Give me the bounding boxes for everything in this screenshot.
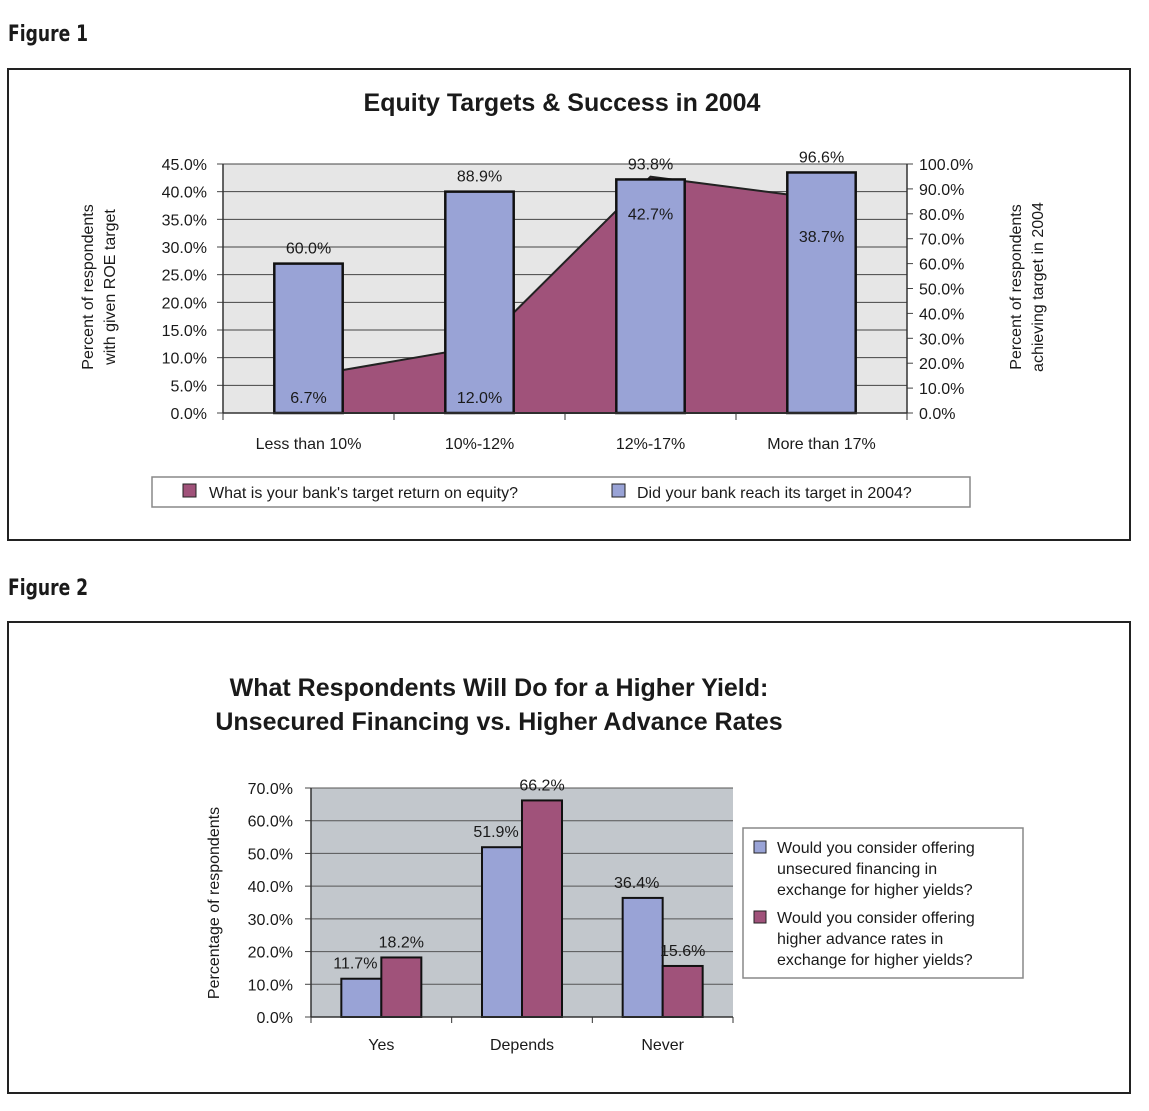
area-data-label: 12.0% — [457, 390, 502, 407]
y2-tick-label: 70.0% — [919, 232, 964, 249]
legend-swatch — [753, 910, 767, 924]
advance-rates-bar — [521, 799, 563, 1018]
target-reached-bar — [786, 171, 857, 415]
chart-title: What Respondents Will Do for a Higher Yi… — [230, 674, 769, 702]
y2-axis-title: Percent of respondents achieving target i… — [1008, 202, 1047, 372]
x-tick-label: 10%-12% — [445, 436, 514, 453]
bar-data-label: 93.8% — [628, 156, 673, 173]
legend-label-line: higher advance rates in — [777, 931, 943, 948]
y2-tick-label: 90.0% — [919, 182, 964, 199]
y-tick-label: 0.0% — [257, 1010, 293, 1027]
figure-1-frame: Equity Targets & Success in 2004 45.0% 40.… — [7, 68, 1131, 541]
area-data-label: 42.7% — [628, 207, 673, 224]
y-tick-label: 50.0% — [248, 846, 293, 863]
unsecured-financing-bar — [621, 896, 664, 1019]
target-reached-bar — [273, 262, 344, 415]
y2-tick-label: 100.0% — [919, 157, 973, 174]
bar-data-label: 66.2% — [519, 777, 564, 794]
legend-label-line: exchange for higher yields? — [777, 952, 973, 969]
chart-title: Unsecured Financing vs. Higher Advance R… — [215, 708, 782, 736]
area-data-label: 6.7% — [290, 390, 326, 407]
figure-2-label: Figure 2 — [8, 576, 89, 601]
legend-swatch — [182, 483, 197, 498]
legend-box — [742, 827, 1024, 979]
y-tick-label: 35.0% — [162, 212, 207, 229]
y2-tick-label: 10.0% — [919, 381, 964, 398]
bar-data-label: 88.9% — [457, 169, 502, 186]
y-tick-label: 0.0% — [171, 406, 207, 423]
y-tick-label: 10.0% — [248, 977, 293, 994]
bar-data-label: 11.7% — [333, 956, 377, 973]
y-tick-label: 20.0% — [162, 295, 207, 312]
y2-tick-label: 80.0% — [919, 207, 964, 224]
legend-label-line: unsecured financing in — [777, 861, 937, 878]
x-tick-label: Depends — [490, 1037, 554, 1054]
y2-tick-label: 20.0% — [919, 356, 964, 373]
y-tick-label: 60.0% — [248, 814, 293, 831]
legend-swatch — [611, 483, 626, 498]
figure-2-frame: What Respondents Will Do for a Higher Yi… — [7, 621, 1131, 1094]
y2-tick-label: 30.0% — [919, 331, 964, 348]
figure-1-label: Figure 1 — [8, 22, 89, 47]
legend-label-line: exchange for higher yields? — [777, 882, 973, 899]
advance-rates-bar — [661, 964, 704, 1019]
y-axis-title-line: Percent of respondents — [80, 204, 97, 369]
y-axis-title: Percent of respondents with given ROE tar… — [80, 204, 119, 369]
x-tick-label: Never — [641, 1037, 684, 1054]
x-tick-label: Less than 10% — [256, 436, 362, 453]
y-tick-label: 40.0% — [162, 185, 207, 202]
area-data-label: 38.7% — [799, 229, 844, 246]
y-axis-title-line: with given ROE target — [102, 209, 119, 366]
y-tick-label: 20.0% — [248, 945, 293, 962]
y2-tick-label: 40.0% — [919, 306, 964, 323]
y2-tick-label: 60.0% — [919, 257, 964, 274]
legend-label: Did your bank reach its target in 2004? — [637, 485, 912, 502]
y-tick-label: 40.0% — [248, 879, 293, 896]
legend-swatch — [753, 840, 767, 854]
y2-axis-title-line: Percent of respondents — [1008, 204, 1025, 369]
y-tick-label: 15.0% — [162, 323, 207, 340]
legend-label-line: Would you consider offering — [777, 910, 975, 927]
target-reached-bar — [444, 190, 515, 415]
y2-tick-label: 50.0% — [919, 282, 964, 299]
x-tick-label: More than 17% — [767, 436, 876, 453]
y-tick-label: 30.0% — [162, 240, 207, 257]
y-tick-label: 5.0% — [171, 378, 207, 395]
bar-data-label: 36.4% — [614, 875, 659, 892]
y-tick-label: 30.0% — [248, 912, 293, 929]
figure-1-chart: Equity Targets & Success in 2004 45.0% 40.… — [80, 89, 1047, 508]
y-tick-label: 10.0% — [162, 351, 207, 368]
x-tick-label: Yes — [368, 1037, 394, 1054]
legend-label-line: Would you consider offering — [777, 840, 975, 857]
bar-data-label: 51.9% — [473, 824, 518, 841]
legend-label: Would you consider offering higher advanc… — [777, 910, 975, 969]
y2-tick-label: 0.0% — [919, 406, 955, 423]
chart-title: Equity Targets & Success in 2004 — [364, 89, 761, 117]
legend-label: Would you consider offering unsecured fin… — [777, 840, 975, 899]
y-tick-label: 45.0% — [162, 157, 207, 174]
bar-data-label: 96.6% — [799, 149, 844, 166]
bar-data-label: 15.6% — [660, 943, 705, 960]
y2-axis-title-line: achieving target in 2004 — [1030, 202, 1047, 372]
legend-box — [151, 476, 971, 508]
y-axis-title: Percentage of respondents — [206, 807, 223, 999]
unsecured-financing-bar — [481, 846, 523, 1018]
unsecured-financing-bar — [340, 977, 383, 1018]
bar-data-label: 60.0% — [286, 241, 331, 258]
bar-data-label: 18.2% — [379, 934, 424, 951]
figure-2-chart: What Respondents Will Do for a Higher Yi… — [206, 674, 1024, 1054]
advance-rates-bar — [380, 956, 423, 1018]
y-tick-label: 25.0% — [162, 268, 207, 285]
x-tick-label: 12%-17% — [616, 436, 685, 453]
y-tick-label: 70.0% — [248, 781, 293, 798]
legend-label: What is your bank's target return on equ… — [209, 485, 518, 502]
